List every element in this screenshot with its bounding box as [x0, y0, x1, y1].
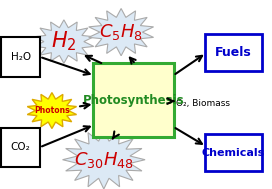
Text: CO₂: CO₂ [11, 143, 30, 152]
FancyBboxPatch shape [205, 134, 262, 171]
Text: $\mathbf{\it{H_2}}$: $\mathbf{\it{H_2}}$ [51, 30, 77, 53]
Polygon shape [34, 20, 94, 63]
Text: Fuels: Fuels [215, 46, 252, 59]
Polygon shape [27, 93, 76, 129]
Text: O₂, Biomass: O₂, Biomass [176, 98, 230, 108]
Text: Photons: Photons [34, 106, 70, 115]
Text: $\mathbf{\it{C_5H_8}}$: $\mathbf{\it{C_5H_8}}$ [99, 22, 143, 42]
Text: H₂O: H₂O [11, 52, 31, 62]
Text: Chemicals: Chemicals [202, 148, 265, 158]
FancyBboxPatch shape [1, 128, 40, 167]
FancyBboxPatch shape [205, 34, 262, 71]
FancyBboxPatch shape [93, 63, 174, 137]
Text: $\mathbf{\it{C_{30}H_{48}}}$: $\mathbf{\it{C_{30}H_{48}}}$ [74, 150, 134, 170]
Text: Photosynthesis: Photosynthesis [83, 94, 185, 107]
Polygon shape [89, 9, 154, 56]
FancyBboxPatch shape [1, 37, 40, 77]
Polygon shape [63, 130, 145, 189]
